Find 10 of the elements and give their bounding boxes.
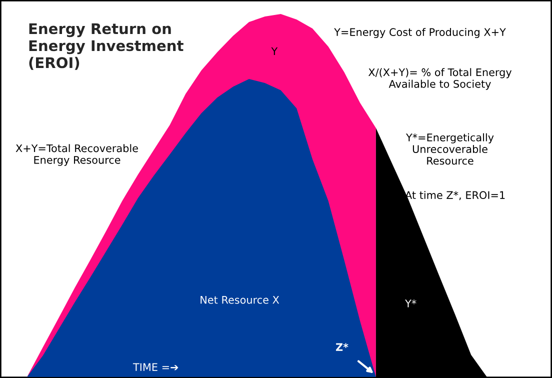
annotation: X/(X+Y)= % of Total Energy Available to Society — [368, 68, 512, 90]
series-label: Y* — [405, 300, 416, 308]
series-label: Net Resource X — [200, 296, 280, 304]
series-label: Y — [271, 47, 278, 55]
text: Energy Return on Energy Investment (EROI) — [29, 23, 184, 70]
annotation: Z* — [336, 343, 348, 351]
annotation: Y=Energy Cost of Producing X+Y — [334, 28, 506, 38]
annotation: Y*=Energetically Unrecoverable Resource — [406, 133, 494, 165]
annotation: X+Y=Total Recoverable Energy Resource — [16, 144, 138, 166]
annotation: TIME =➔ — [132, 363, 178, 371]
